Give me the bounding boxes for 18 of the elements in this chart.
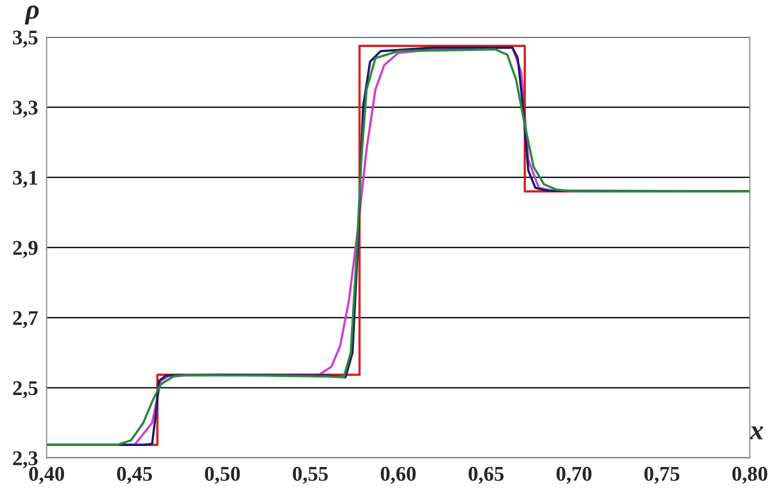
x-tick-label: 0,50 — [204, 466, 240, 484]
x-tick-label: 0,55 — [292, 466, 328, 484]
y-tick-label: 2,9 — [13, 240, 38, 258]
x-tick-label: 0,40 — [29, 466, 64, 484]
x-axis-title: x — [750, 426, 764, 440]
x-tick-label: 0,80 — [732, 466, 768, 484]
x-tick-label: 0,60 — [380, 466, 416, 484]
x-tick-label: 0,75 — [644, 466, 680, 484]
y-tick-label: 2,7 — [13, 311, 38, 328]
y-tick-label: 3,3 — [13, 100, 38, 118]
y-tick-label: 3,5 — [13, 30, 38, 48]
x-tick-label: 0,70 — [556, 466, 592, 484]
y-tick-label: 3,1 — [13, 170, 38, 188]
x-tick-label: 0,65 — [468, 466, 504, 484]
x-tick-label: 0,45 — [117, 466, 152, 484]
y-tick-label: 2,3 — [13, 451, 38, 468]
y-axis-title: ρ — [24, 6, 39, 25]
y-tick-label: 2,5 — [13, 381, 38, 398]
